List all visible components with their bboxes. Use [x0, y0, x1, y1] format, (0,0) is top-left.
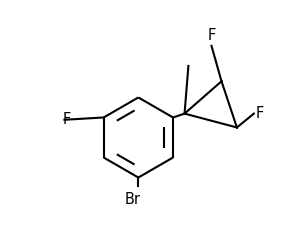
Text: F: F [255, 106, 264, 121]
Text: F: F [63, 112, 71, 127]
Text: F: F [207, 28, 216, 43]
Text: Br: Br [124, 192, 140, 207]
